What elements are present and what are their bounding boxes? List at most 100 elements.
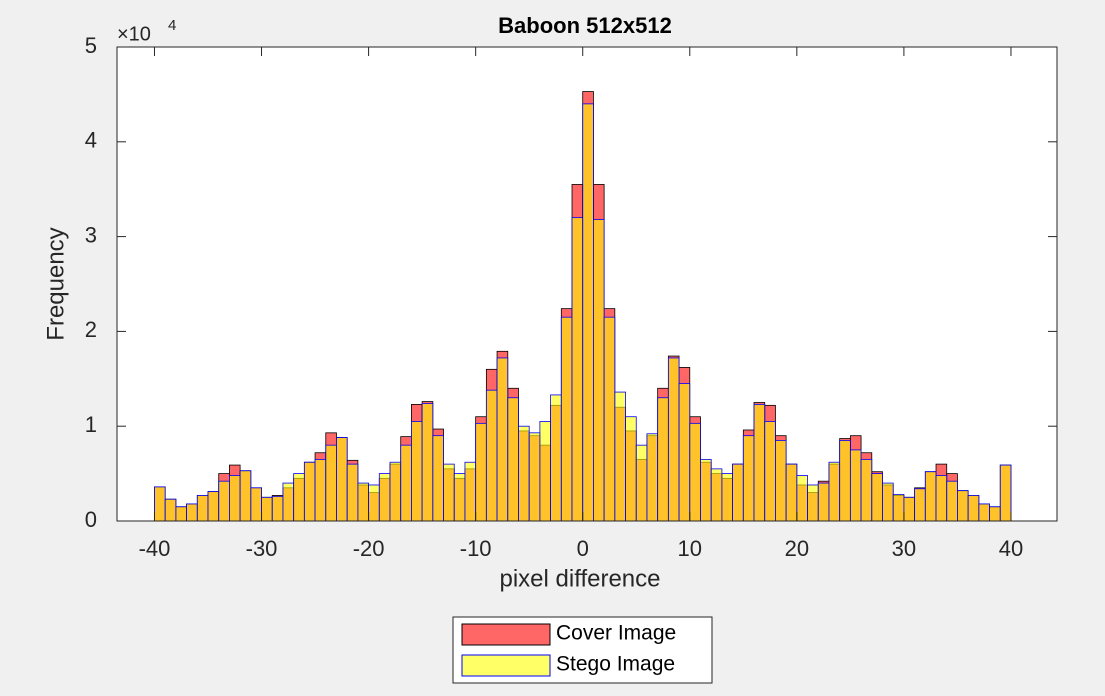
histogram-bar bbox=[314, 458, 327, 522]
histogram-bar bbox=[914, 488, 926, 522]
histogram-bar bbox=[957, 490, 969, 522]
histogram-bar bbox=[400, 444, 412, 522]
histogram-bar bbox=[207, 491, 220, 522]
histogram-bar bbox=[550, 394, 562, 522]
x-tick-label: 20 bbox=[785, 536, 809, 561]
y-tick-label: 1 bbox=[85, 412, 97, 437]
x-tick-label: 40 bbox=[999, 536, 1023, 561]
histogram-bar bbox=[892, 494, 905, 522]
histogram-bar bbox=[346, 463, 359, 522]
histogram-bar bbox=[807, 484, 819, 522]
legend-label: Stego Image bbox=[556, 653, 675, 676]
histogram-bar bbox=[903, 496, 916, 522]
y-tick-label: 0 bbox=[85, 507, 97, 532]
histogram-bar bbox=[250, 487, 262, 522]
histogram-bar bbox=[839, 440, 851, 522]
histogram-bar bbox=[164, 498, 177, 522]
histogram-bar bbox=[218, 480, 230, 522]
legend-label: Cover Image bbox=[556, 622, 676, 645]
axes-box bbox=[116, 46, 1058, 522]
histogram-bar bbox=[796, 475, 808, 522]
histogram-bar bbox=[817, 482, 830, 522]
histogram-bar bbox=[614, 391, 626, 522]
histogram-bar bbox=[849, 449, 862, 522]
x-axis-label: pixel difference bbox=[500, 565, 661, 592]
histogram-bar bbox=[582, 103, 594, 522]
histogram-bar bbox=[432, 435, 444, 522]
histogram-bar bbox=[175, 506, 187, 522]
y-tick-label: 4 bbox=[85, 128, 97, 153]
histogram-bar bbox=[154, 486, 166, 522]
histogram-bar bbox=[571, 217, 584, 522]
histogram-bar bbox=[924, 471, 937, 522]
histogram-bar bbox=[282, 482, 295, 522]
histogram-bar bbox=[560, 316, 573, 522]
x-tick-label: 0 bbox=[577, 536, 589, 561]
histogram-bar bbox=[453, 473, 466, 522]
histogram-bar bbox=[475, 422, 487, 522]
histogram-bar bbox=[764, 421, 776, 522]
y-tick-label: 5 bbox=[85, 33, 97, 58]
histogram-bar bbox=[336, 437, 348, 522]
histogram-bar bbox=[186, 503, 198, 522]
histogram-bar bbox=[999, 464, 1012, 522]
histogram-bar bbox=[753, 403, 766, 522]
histogram-bar bbox=[368, 484, 380, 522]
histogram-bar bbox=[603, 316, 616, 522]
histogram-bar bbox=[496, 357, 509, 522]
x-tick-label: -10 bbox=[460, 536, 492, 561]
histogram-bar bbox=[989, 506, 1001, 522]
histogram-bar bbox=[593, 219, 605, 522]
histogram-bar bbox=[443, 463, 455, 522]
histogram-bar bbox=[785, 463, 798, 522]
legend-swatch bbox=[461, 654, 551, 677]
histogram-bar bbox=[635, 444, 648, 522]
histogram-bar bbox=[625, 416, 637, 522]
histogram-bar bbox=[464, 461, 477, 522]
histogram-bar bbox=[721, 473, 734, 522]
histogram-bar bbox=[411, 421, 423, 522]
histogram-bar bbox=[539, 421, 551, 522]
histogram-bar bbox=[507, 397, 519, 522]
histogram-bar bbox=[293, 473, 305, 522]
histogram-bar bbox=[657, 397, 669, 522]
histogram-bar bbox=[935, 475, 948, 522]
legend: Cover Image Stego Image bbox=[452, 616, 713, 684]
histogram-bar bbox=[742, 435, 755, 522]
histogram-bar bbox=[946, 480, 958, 522]
histogram-bar bbox=[732, 463, 744, 522]
x-tick-label: -40 bbox=[139, 536, 171, 561]
exponent-base: ×10 bbox=[117, 23, 151, 45]
histogram-bar bbox=[229, 475, 241, 522]
legend-swatch bbox=[461, 623, 551, 646]
histogram-bar bbox=[261, 496, 273, 522]
histogram-bar bbox=[389, 461, 402, 522]
x-tick-label: -30 bbox=[246, 536, 278, 561]
bars bbox=[154, 91, 1012, 522]
histogram-bar bbox=[271, 495, 284, 522]
histogram-bar bbox=[860, 458, 873, 522]
y-tick-label: 2 bbox=[85, 317, 97, 342]
chart-title: Baboon 512x512 bbox=[498, 13, 672, 38]
histogram-bar bbox=[196, 495, 209, 522]
histogram-bar bbox=[678, 383, 691, 522]
histogram-bar bbox=[518, 425, 530, 522]
histogram-bar bbox=[882, 482, 894, 522]
histogram-bar bbox=[528, 432, 541, 522]
histogram-bar bbox=[239, 470, 252, 522]
x-tick-label: 10 bbox=[678, 536, 702, 561]
histogram-bar bbox=[378, 473, 391, 522]
histogram-bar bbox=[967, 495, 980, 522]
x-tick-label: -20 bbox=[353, 536, 385, 561]
histogram-bar bbox=[689, 422, 701, 522]
axes: 0 1 2 3 4 5 -40 -30 -20 -10 0 10 20 30 40 bbox=[85, 33, 1057, 561]
histogram-bar bbox=[485, 389, 498, 522]
histogram-bar bbox=[421, 403, 434, 522]
histogram-bar bbox=[700, 458, 712, 522]
histogram-bar bbox=[828, 461, 841, 522]
exponent: 4 bbox=[168, 17, 176, 34]
y-tick-label: 3 bbox=[85, 222, 97, 247]
histogram-bar bbox=[775, 440, 787, 522]
x-tick-label: 30 bbox=[892, 536, 916, 561]
